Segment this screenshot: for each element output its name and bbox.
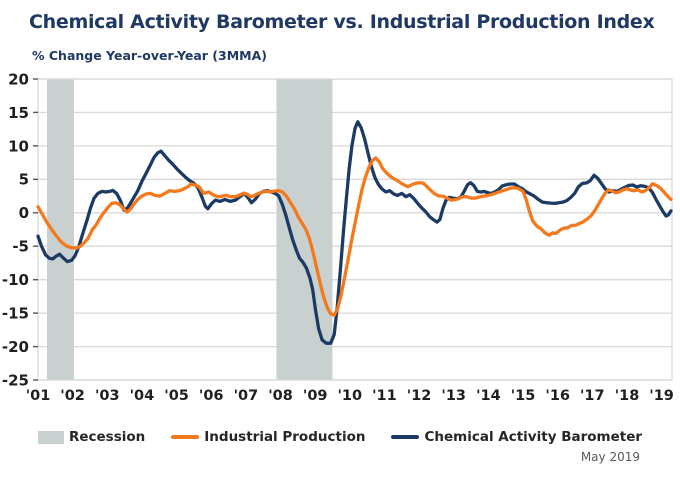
y-tick-label: 20	[8, 70, 29, 88]
x-tick-label: '14	[476, 388, 501, 404]
industrial-production-line-icon	[171, 435, 200, 439]
y-tick-label: -15	[2, 305, 29, 323]
legend-label: Chemical Activity Barometer	[424, 429, 643, 445]
x-tick-label: '08	[268, 388, 293, 404]
x-tick-label: '04	[130, 388, 155, 404]
x-tick-label: '13	[441, 388, 466, 404]
x-tick-label: '12	[407, 388, 432, 404]
x-tick-label: '03	[95, 388, 120, 404]
y-tick-label: 0	[19, 204, 29, 222]
x-tick-label: '01	[26, 388, 51, 404]
y-tick-label: -20	[2, 338, 29, 356]
y-tick-label: -10	[2, 271, 29, 289]
chart-plot: 20 15 10 5 0 -5 -10 -15 -20 -25'01 '02 '03 '04 '05 '06…	[2, 70, 674, 404]
x-tick-label: '11	[372, 388, 397, 404]
chart-subtitle: % Change Year-over-Year (3MMA)	[32, 48, 267, 63]
x-tick-label: '07	[234, 388, 259, 404]
x-tick-label: '16	[545, 388, 570, 404]
x-tick-label: '05	[164, 388, 189, 404]
x-tick-label: '15	[511, 388, 536, 404]
recession-swatch-icon	[37, 430, 64, 444]
series-line-industrial-production	[36, 156, 673, 317]
x-tick-label: '02	[60, 388, 85, 404]
cab-line-icon	[391, 435, 420, 439]
y-tick-label: -25	[2, 371, 29, 389]
y-tick-label: 10	[8, 137, 29, 155]
x-tick-label: '18	[615, 388, 640, 404]
legend-item-chemical-activity-barometer: Chemical Activity Barometer	[391, 429, 642, 445]
y-tick-label: -5	[12, 238, 29, 256]
x-tick-label: '17	[580, 388, 605, 404]
footnote-date: May 2019	[580, 450, 640, 464]
x-tick-label: '06	[199, 388, 224, 404]
legend-label: Industrial Production	[204, 429, 366, 445]
y-tick-label: 5	[19, 171, 29, 189]
plot-border	[37, 78, 673, 381]
legend-item-industrial-production: Industrial Production	[171, 429, 365, 445]
page-title: Chemical Activity Barometer vs. Industri…	[29, 11, 655, 33]
legend-item-recession: Recession	[37, 429, 146, 445]
series-line-chemical-activity-barometer	[36, 120, 673, 345]
y-tick-label: 15	[8, 104, 29, 122]
x-tick-label: '19	[649, 388, 674, 404]
legend-label: Recession	[68, 429, 146, 445]
chart-legend: Recession Industrial Production Chemical…	[0, 429, 680, 445]
x-tick-label: '10	[337, 388, 362, 404]
x-tick-label: '09	[303, 388, 328, 404]
